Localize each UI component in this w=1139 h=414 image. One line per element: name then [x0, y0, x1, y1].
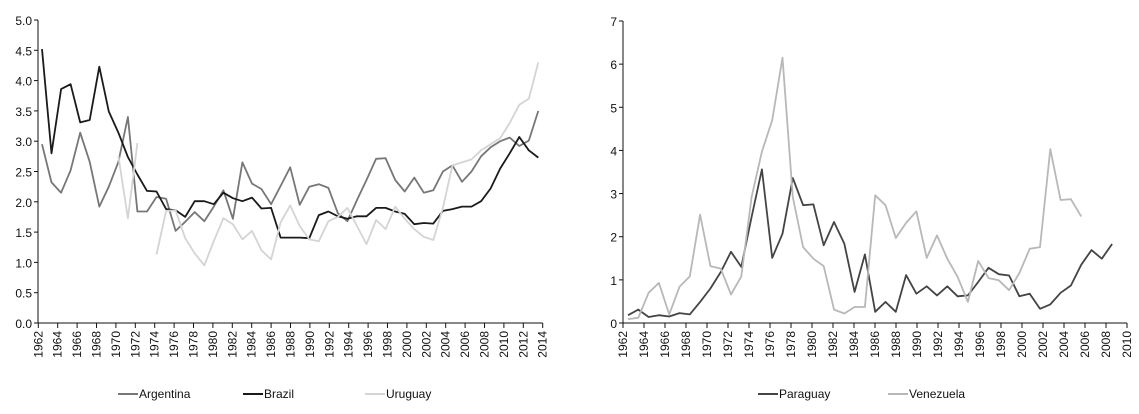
y-tick-label: 2.0: [15, 196, 32, 210]
series-line-brazil: [41, 49, 539, 240]
y-tick-label: 0: [610, 317, 617, 331]
x-tick-label: 1984: [847, 331, 861, 358]
y-tick-label: 0.5: [15, 287, 32, 301]
y-tick-label: 2.5: [15, 166, 32, 180]
x-tick-label: 1986: [264, 331, 278, 358]
x-tick-label: 2010: [1120, 331, 1134, 358]
x-tick-label: 1994: [952, 331, 966, 358]
y-tick-label: 6: [610, 58, 617, 72]
x-tick-label: 1966: [70, 331, 84, 358]
y-tick-label: 1: [610, 274, 617, 288]
y-tick-label: 5: [610, 101, 617, 115]
x-tick-label: 1970: [109, 331, 123, 358]
x-tick-label: 1990: [303, 331, 317, 358]
x-tick-label: 1962: [31, 331, 45, 358]
x-tick-label: 2010: [497, 331, 511, 358]
x-tick-label: 2014: [536, 331, 550, 358]
y-tick-label: 1.0: [15, 256, 32, 270]
x-tick-label: 1996: [973, 331, 987, 358]
x-tick-label: 1970: [700, 331, 714, 358]
x-tick-label: 1992: [322, 331, 336, 358]
x-tick-label: 1968: [679, 331, 693, 358]
x-tick-label: 1980: [805, 331, 819, 358]
x-tick-label: 1988: [889, 331, 903, 358]
x-tick-label: 1976: [167, 331, 181, 358]
x-tick-label: 2002: [419, 331, 433, 358]
x-tick-label: 1964: [51, 331, 65, 358]
x-tick-label: 1974: [148, 331, 162, 358]
y-tick-label: 7: [610, 15, 617, 29]
x-tick-label: 1982: [225, 331, 239, 358]
x-tick-label: 1978: [784, 331, 798, 358]
chart-panel-1: 0.0 0.5 1.0 1.5 2.0 2.5 3.0 3.5 4.0 4.5 5.0 1962 196…: [15, 14, 549, 401]
x-tick-label: 1966: [658, 331, 672, 358]
x-tick-label: 2004: [439, 331, 453, 358]
x-tick-label: 1978: [187, 331, 201, 358]
y-tick-label: 4: [610, 144, 617, 158]
x-tick-label: 1990: [910, 331, 924, 358]
x-tick-label: 1972: [721, 331, 735, 358]
x-tick-label: 2012: [516, 331, 530, 358]
y-tick-label: 4.5: [15, 44, 32, 58]
y-tick-label: 3.5: [15, 105, 32, 119]
series-line-argentina: [41, 110, 540, 232]
x-tick-label: 1998: [381, 331, 395, 358]
legend-label-paraguay: Paraguay: [779, 387, 830, 401]
y-tick-label: 3: [610, 188, 617, 202]
x-tick-label: 2004: [1057, 331, 1071, 358]
x-tick-label: 1980: [206, 331, 220, 358]
y-tick-label: 3.0: [15, 135, 32, 149]
x-tick-label: 1986: [868, 331, 882, 358]
legend-label-argentina: Argentina: [139, 387, 191, 401]
x-tick-label: 1992: [931, 331, 945, 358]
y-tick-label: 2: [610, 231, 617, 245]
series-line-paraguay: [627, 168, 1113, 318]
x-tick-label: 1972: [128, 331, 142, 358]
x-tick-label: 2008: [1099, 331, 1113, 358]
x-tick-label: 1998: [994, 331, 1008, 358]
x-tick-label: 2008: [478, 331, 492, 358]
y-tick-label: 5.0: [15, 14, 32, 28]
x-tick-label: 1982: [826, 331, 840, 358]
x-tick-label: 2000: [400, 331, 414, 358]
x-tick-label: 1968: [90, 331, 104, 358]
x-tick-label: 2006: [1078, 331, 1092, 358]
chart-panel-2: 0 1 2 3 4 5 6 7 1962 1964 1966 1968 1970 1972 1974 1976…: [610, 15, 1134, 401]
x-tick-label: 1974: [742, 331, 756, 358]
legend-label-brazil: Brazil: [264, 387, 294, 401]
x-tick-label: 2000: [1015, 331, 1029, 358]
x-tick-label: 2002: [1036, 331, 1050, 358]
x-tick-label: 1964: [637, 331, 651, 358]
legend-label-venezuela: Venezuela: [909, 387, 965, 401]
x-tick-label: 2006: [458, 331, 472, 358]
y-tick-label: 1.5: [15, 226, 32, 240]
y-tick-label: 4.0: [15, 75, 32, 89]
x-tick-label: 1988: [284, 331, 298, 358]
x-tick-label: 1996: [361, 331, 375, 358]
series-line-uruguay: [117, 62, 540, 267]
legend-label-uruguay: Uruguay: [386, 387, 431, 401]
x-tick-label: 1984: [245, 331, 259, 358]
y-tick-label: 0.0: [15, 317, 32, 331]
series-line-venezuela: [627, 56, 1082, 320]
x-tick-label: 1962: [616, 331, 630, 358]
x-tick-label: 1976: [763, 331, 777, 358]
x-tick-label: 1994: [342, 331, 356, 358]
